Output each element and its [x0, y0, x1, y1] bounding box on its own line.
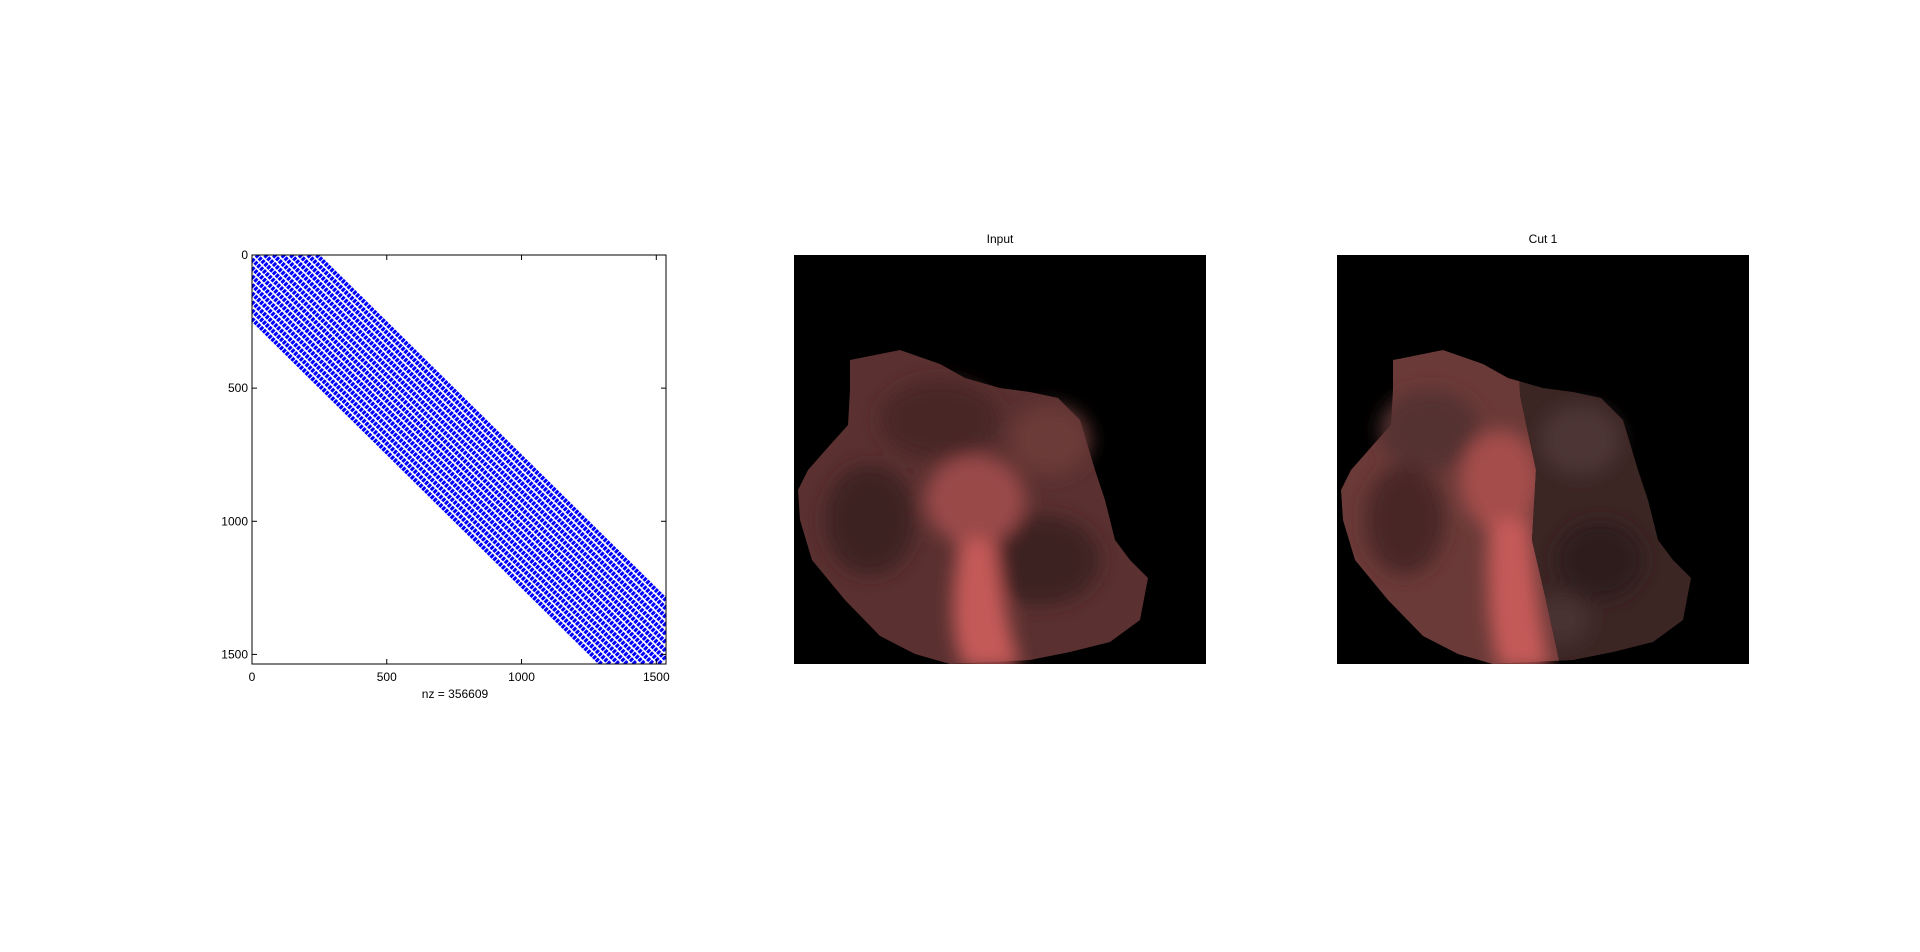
spy-band: [263, 255, 666, 653]
spy-xtick-label: 0: [249, 670, 256, 684]
input-highlight-stripe: [953, 540, 1019, 664]
cut1-dark-patch: [1365, 465, 1445, 575]
spy-band: [297, 255, 666, 619]
spy-band: [280, 255, 666, 636]
cut1-image-panel: Cut 1: [1337, 232, 1749, 664]
spy-band: [315, 255, 666, 602]
spy-band: [252, 266, 655, 664]
spy-band: [252, 317, 603, 664]
cut1-mid-patch: [1540, 405, 1620, 475]
cut1-segment-b: [1517, 350, 1691, 664]
cut1-title: Cut 1: [1529, 232, 1558, 246]
spy-axes-background: [252, 255, 666, 664]
cut1-highlight: [1460, 430, 1540, 530]
input-dark-patch: [980, 515, 1100, 605]
cut1-highlight-stripe: [1488, 520, 1550, 664]
cut1-region: [1341, 350, 1691, 664]
spy-ytick-label: 1000: [221, 514, 248, 528]
input-mid-patch: [1010, 405, 1090, 475]
spy-axes-box: [251, 254, 667, 665]
spy-band-layer: [252, 255, 666, 664]
spy-xtick-label: 1000: [508, 670, 535, 684]
cut1-dark-patch: [1555, 520, 1645, 600]
input-highlight: [925, 455, 1025, 545]
cut1-segment-a-texture: [1365, 390, 1550, 664]
spy-band: [252, 283, 638, 664]
spy-xlabel: nz = 356609: [422, 687, 489, 701]
spy-xtick-label: 1500: [643, 670, 670, 684]
spy-ytick-label: 0: [241, 248, 248, 262]
cut1-segment-a: [1341, 350, 1560, 664]
input-title: Input: [987, 232, 1014, 246]
spy-ytick-label: 500: [228, 381, 248, 395]
input-texture: [825, 380, 1100, 664]
cut1-segment-b-texture: [1530, 405, 1645, 645]
spy-xtick-label: 500: [377, 670, 397, 684]
input-region: [798, 350, 1148, 664]
spy-band: [252, 300, 621, 664]
spy-ytick-label: 1500: [221, 647, 248, 661]
input-dark-patch: [825, 465, 915, 575]
input-dark-patch: [880, 380, 1000, 460]
input-image-panel: Input: [794, 232, 1206, 664]
cut1-dark-patch: [1380, 390, 1480, 470]
